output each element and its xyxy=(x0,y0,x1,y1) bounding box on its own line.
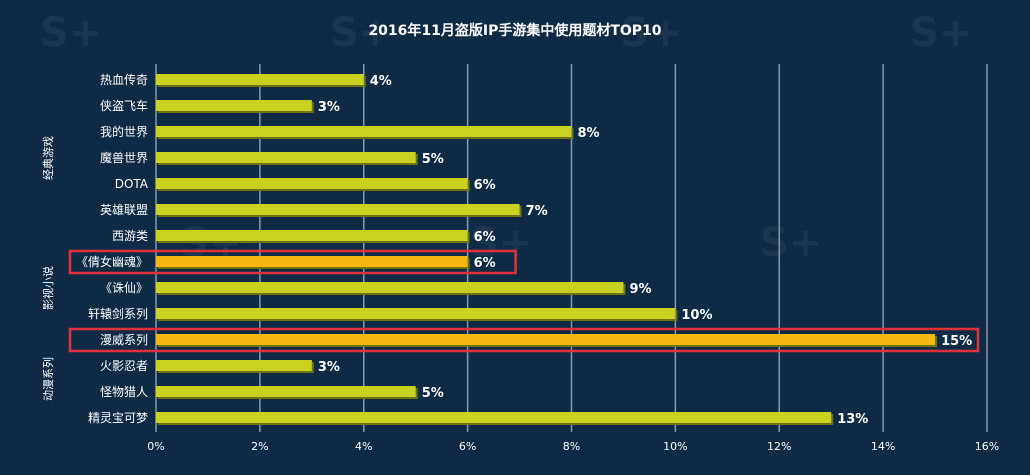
bar xyxy=(156,152,416,163)
category-label: 热血传奇 xyxy=(100,72,148,87)
bar xyxy=(156,334,936,345)
group-label: 动漫系列 xyxy=(41,357,55,401)
value-label: 5% xyxy=(422,386,444,401)
value-label: 10% xyxy=(681,308,712,323)
highlight-box xyxy=(68,249,517,275)
bar xyxy=(156,308,676,319)
value-label: 13% xyxy=(837,412,868,427)
group-label: 影视小说 xyxy=(41,266,55,310)
category-label: 魔兽世界 xyxy=(100,150,148,165)
category-label: 火影忍者 xyxy=(100,359,148,373)
highlight-box xyxy=(68,327,980,353)
value-label: 6% xyxy=(474,178,496,193)
bar xyxy=(156,100,312,111)
value-label: 15% xyxy=(941,334,972,349)
bar xyxy=(156,204,520,215)
category-label: DOTA xyxy=(115,177,149,191)
value-label: 4% xyxy=(370,74,392,89)
category-label: 《倩女幽魂》 xyxy=(76,254,148,269)
x-tick-label: 12% xyxy=(767,440,791,453)
value-label: 3% xyxy=(318,100,340,115)
x-tick-label: 8% xyxy=(563,440,580,453)
category-label: 我的世界 xyxy=(100,124,148,139)
bar xyxy=(156,412,832,423)
bar xyxy=(156,178,468,189)
value-label: 8% xyxy=(578,126,600,141)
category-label: 《诛仙》 xyxy=(100,281,148,295)
x-tick-label: 2% xyxy=(251,440,268,453)
value-label: 7% xyxy=(526,204,548,219)
group-label: 经典游戏 xyxy=(41,136,55,180)
bar xyxy=(156,386,416,397)
value-label: 5% xyxy=(422,152,444,167)
value-label: 6% xyxy=(474,256,496,271)
category-label: 轩辕剑系列 xyxy=(88,306,148,321)
category-label: 精灵宝可梦 xyxy=(88,411,148,425)
category-label: 漫威系列 xyxy=(100,333,148,347)
bar xyxy=(156,230,468,241)
category-label: 怪物猎人 xyxy=(100,385,148,399)
bar xyxy=(156,360,312,371)
bar xyxy=(156,74,364,85)
bar xyxy=(156,256,468,267)
category-label: 侠盗飞车 xyxy=(100,98,148,113)
x-tick-label: 6% xyxy=(459,440,476,453)
x-tick-label: 10% xyxy=(663,440,687,453)
value-label: 3% xyxy=(318,360,340,375)
x-tick-label: 16% xyxy=(975,440,999,453)
value-label: 9% xyxy=(629,282,651,297)
category-label: 英雄联盟 xyxy=(100,202,148,217)
x-tick-label: 0% xyxy=(147,440,164,453)
x-tick-label: 4% xyxy=(355,440,372,453)
x-tick-label: 14% xyxy=(871,440,895,453)
category-label: 西游类 xyxy=(112,229,148,243)
bar xyxy=(156,126,572,137)
bar xyxy=(156,282,624,293)
chart-title: 2016年11月盗版IP手游集中使用题材TOP10 xyxy=(368,23,662,39)
value-label: 6% xyxy=(474,230,496,245)
